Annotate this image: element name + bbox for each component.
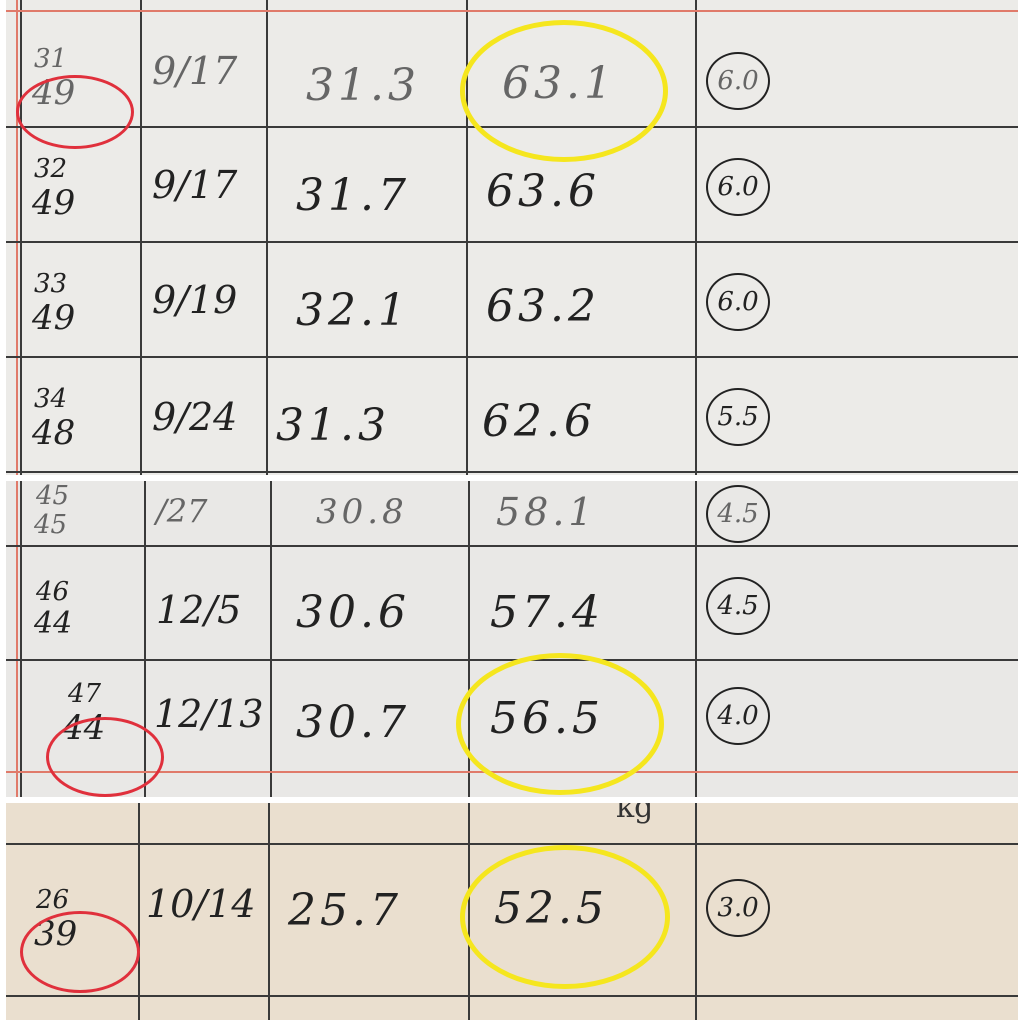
entry-value: 31.3 <box>306 60 420 111</box>
entry-date: 9/24 <box>152 395 238 439</box>
weight-unit-header: kg <box>616 803 654 825</box>
column-divider <box>466 0 468 475</box>
entry-sub-number: 49 <box>32 298 76 338</box>
red-rule <box>16 481 18 797</box>
log-row: 46 44 12/5 30.6 57.4 4.5 <box>6 547 1018 659</box>
entry-date: /27 <box>156 492 208 530</box>
entry-number: 32 <box>34 154 68 184</box>
column-divider <box>140 0 142 475</box>
entry-score: 3.0 <box>706 879 770 937</box>
entry-date: 12/5 <box>156 588 242 632</box>
entry-date: 12/13 <box>154 692 264 736</box>
entry-value: 30.7 <box>296 697 410 748</box>
column-divider <box>20 0 22 475</box>
column-divider <box>270 481 272 797</box>
row-divider <box>6 356 1018 358</box>
row-divider <box>6 241 1018 243</box>
entry-sub-number: 44 <box>34 606 73 641</box>
entry-date: 10/14 <box>146 882 256 926</box>
entry-sub-number: 48 <box>32 413 76 453</box>
red-circle-marker <box>20 911 140 993</box>
row-divider <box>6 545 1018 547</box>
entry-value: 30.6 <box>296 587 410 638</box>
log-row: 34 48 9/24 31.3 62.6 5.5 <box>6 358 1018 471</box>
entry-sub-number: 49 <box>32 183 76 223</box>
column-divider <box>695 0 697 475</box>
entry-date: 9/17 <box>152 49 238 93</box>
red-circle-marker <box>16 75 134 149</box>
entry-weight: 63.2 <box>486 281 600 332</box>
entry-date: 9/17 <box>152 163 238 207</box>
log-photo-panel-3: kg 26 39 10/14 25.7 52.5 3.0 <box>6 803 1018 1020</box>
row-divider <box>6 471 1018 473</box>
entry-number: 46 <box>36 577 70 607</box>
log-row: 33 49 9/19 32.1 63.2 6.0 <box>6 243 1018 356</box>
entry-number: 26 <box>36 885 70 915</box>
entry-value: 30.8 <box>316 492 408 532</box>
column-divider <box>468 481 470 797</box>
entry-score: 6.0 <box>706 273 770 331</box>
red-circle-marker <box>46 717 164 797</box>
entry-weight: 63.6 <box>486 166 600 217</box>
entry-score: 4.5 <box>706 485 770 543</box>
entry-number: 33 <box>34 269 68 299</box>
column-divider <box>144 481 146 797</box>
yellow-highlight-ellipse <box>460 845 670 989</box>
column-divider <box>695 481 697 797</box>
entry-value: 31.7 <box>296 170 410 221</box>
entry-weight: 58.1 <box>496 490 597 534</box>
entry-value: 25.7 <box>288 885 402 936</box>
entry-weight: 57.4 <box>490 587 604 638</box>
red-rule <box>16 0 18 475</box>
yellow-highlight-ellipse <box>460 20 668 162</box>
entry-sub-number: 45 <box>34 510 68 540</box>
entry-score: 6.0 <box>706 158 770 216</box>
red-rule <box>6 10 1018 12</box>
log-photo-panel-2: 45 45 /27 30.8 58.1 4.5 46 44 12/5 30.6 … <box>6 481 1018 797</box>
entry-number: 31 <box>34 44 68 74</box>
entry-number: 34 <box>34 384 68 414</box>
column-divider <box>695 803 697 1020</box>
entry-value: 32.1 <box>296 285 410 336</box>
column-divider <box>268 803 270 1020</box>
entry-score: 6.0 <box>706 52 770 110</box>
column-divider <box>266 0 268 475</box>
column-divider <box>20 481 22 797</box>
row-divider <box>6 995 1018 997</box>
row-divider <box>6 843 1018 845</box>
yellow-highlight-ellipse <box>456 653 664 795</box>
entry-date: 9/19 <box>152 278 238 322</box>
column-divider <box>138 803 140 1020</box>
entry-number: 45 <box>36 481 70 511</box>
entry-weight: 62.6 <box>482 396 596 447</box>
entry-score: 4.0 <box>706 687 770 745</box>
log-row: 32 49 9/17 31.7 63.6 6.0 <box>6 128 1018 241</box>
entry-number: 47 <box>68 679 102 709</box>
entry-score: 5.5 <box>706 388 770 446</box>
log-row: 45 45 /27 30.8 58.1 4.5 <box>6 481 1018 545</box>
log-photo-panel-1: 31 49 9/17 31.3 63.1 6.0 32 49 9/17 31.7… <box>6 0 1018 475</box>
entry-value: 31.3 <box>276 400 390 451</box>
entry-score: 4.5 <box>706 577 770 635</box>
